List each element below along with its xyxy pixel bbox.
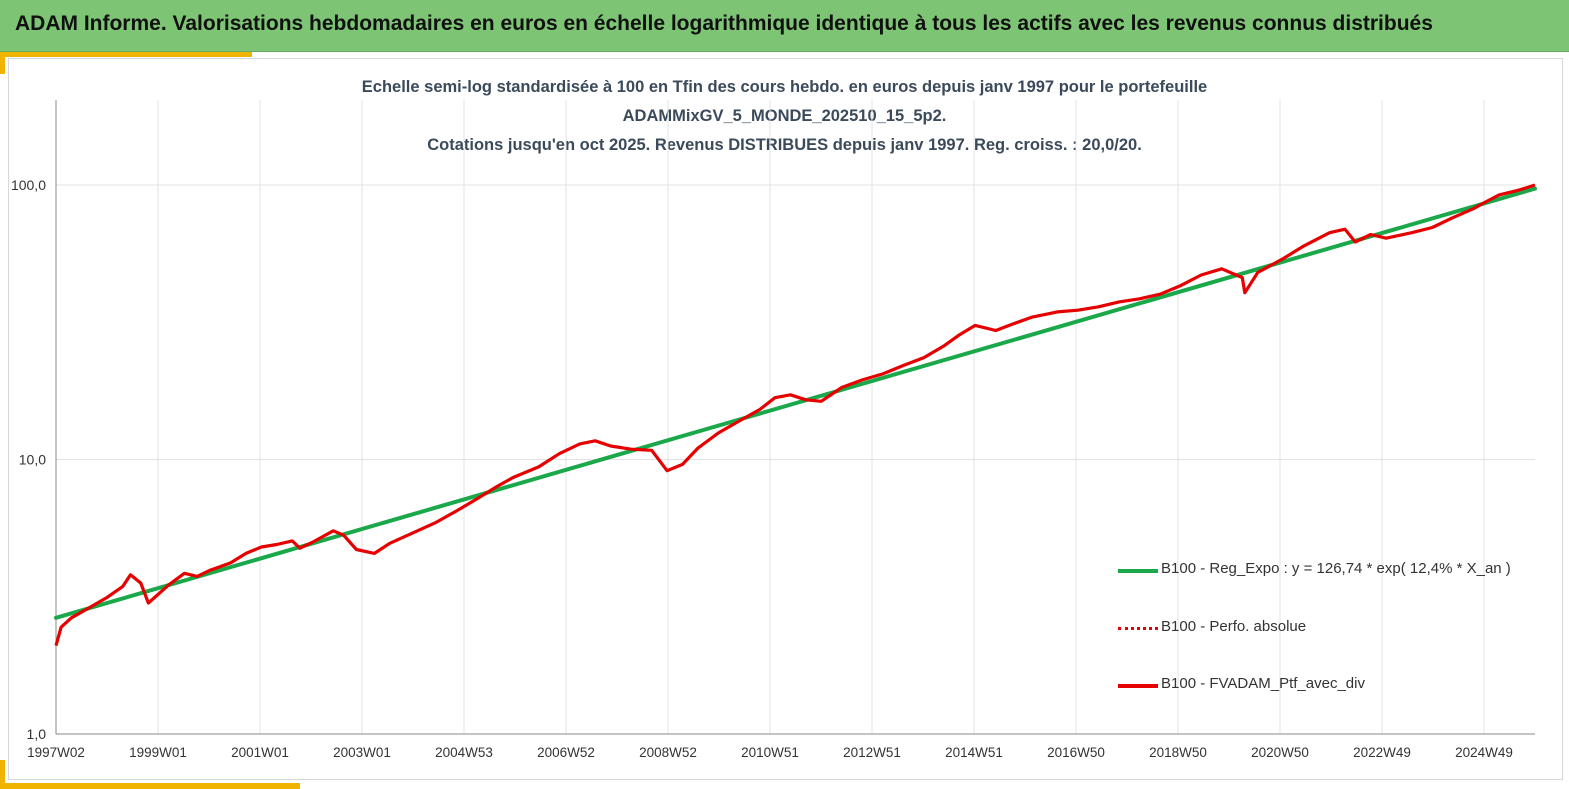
y-tick-label: 1,0	[27, 726, 47, 742]
y-tick-label: 10,0	[19, 452, 46, 468]
chart-title-line-3: Cotations jusqu'en oct 2025. Revenus DIS…	[427, 136, 1142, 154]
series-line-portfolio	[54, 183, 1536, 647]
x-tick-label: 2018W50	[1149, 745, 1207, 760]
x-tick-label: 2001W01	[231, 745, 289, 760]
x-tick-label: 2024W49	[1455, 745, 1513, 760]
x-tick-label: 2022W49	[1353, 745, 1411, 760]
x-tick-label: 2020W50	[1251, 745, 1309, 760]
accent-bar-top	[0, 52, 252, 57]
x-tick-label: 2012W51	[843, 745, 901, 760]
legend-label-perfo-absolue: B100 - Perfo. absolue	[1161, 618, 1307, 635]
y-tick-label: 100,0	[11, 177, 46, 193]
x-tick-label: 2006W52	[537, 745, 595, 760]
x-tick-label: 2008W52	[639, 745, 697, 760]
chart-frame	[8, 58, 1563, 780]
x-tick-label: 2010W51	[741, 745, 799, 760]
accent-bar-top-vertical	[0, 52, 5, 74]
series-line-regression	[54, 186, 1537, 620]
x-tick-label: 2014W51	[945, 745, 1003, 760]
chart-title-line-1: Echelle semi-log standardisée à 100 en T…	[361, 78, 1208, 96]
legend-label-regression: B100 - Reg_Expo : y = 126,74 * exp( 12,4…	[1161, 560, 1511, 577]
page-title: ADAM Informe. Valorisations hebdomadaire…	[15, 12, 1433, 35]
accent-bar-bottom-vertical	[0, 760, 5, 789]
x-tick-label: 1997W02	[27, 745, 85, 760]
accent-bar-bottom	[0, 783, 300, 789]
chart-title-line-2: ADAMMixGV_5_MONDE_202510_15_5p2.	[622, 107, 947, 125]
x-tick-label: 2003W01	[333, 745, 391, 760]
x-tick-label: 1999W01	[129, 745, 187, 760]
header-bar: ADAM Informe. Valorisations hebdomadaire…	[0, 0, 1569, 52]
legend-swatch-portfolio	[1118, 684, 1158, 688]
x-tick-label: 2004W53	[435, 745, 493, 760]
legend-label-portfolio: B100 - FVADAM_Ptf_avec_div	[1161, 675, 1365, 692]
legend-swatch-perfo-absolue	[1118, 627, 1158, 630]
legend-swatch-regression	[1118, 569, 1158, 573]
x-tick-label: 2016W50	[1047, 745, 1105, 760]
